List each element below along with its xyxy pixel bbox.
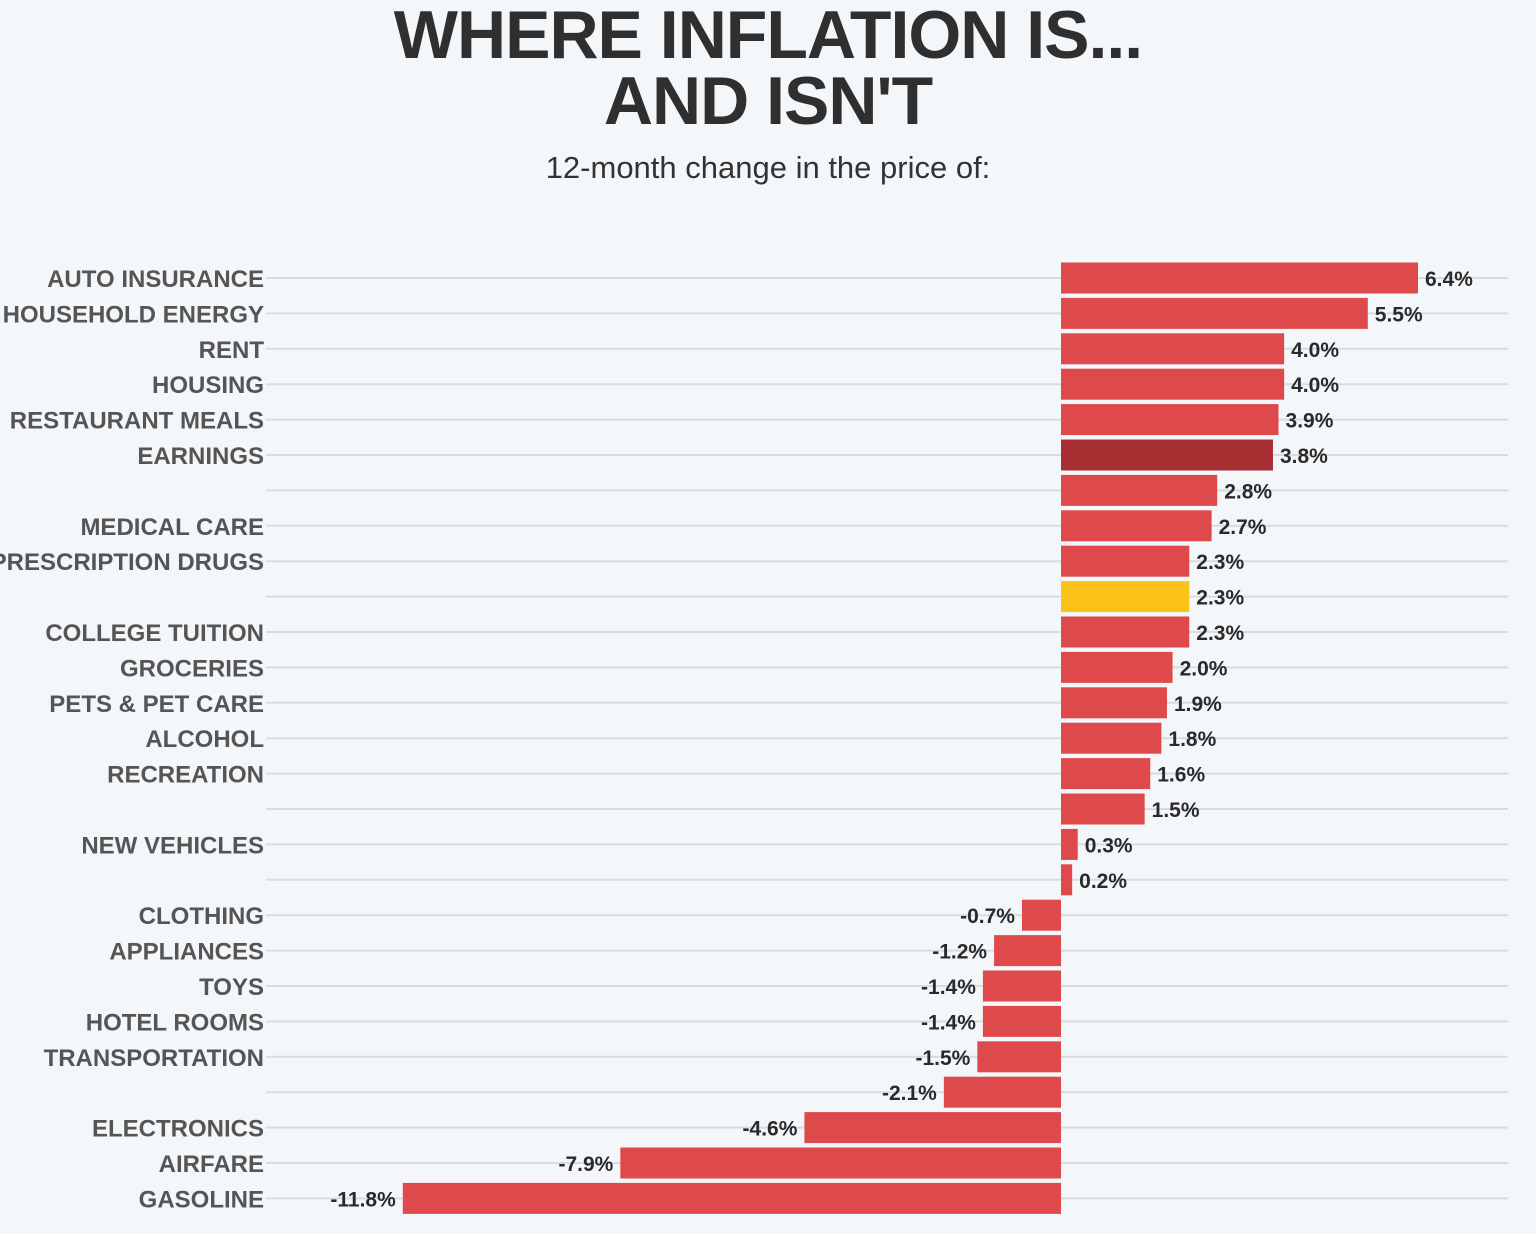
category-label: CLOTHING xyxy=(139,903,264,930)
bar xyxy=(982,1005,1061,1037)
bar xyxy=(620,1147,1061,1179)
bar xyxy=(1061,616,1190,648)
value-label: 2.3% xyxy=(1196,551,1244,574)
value-label: 0.2% xyxy=(1079,870,1127,893)
value-label: 1.6% xyxy=(1157,764,1205,787)
category-label: GROCERIES xyxy=(120,655,264,682)
bar xyxy=(977,1041,1061,1073)
value-label: -0.7% xyxy=(960,905,1015,928)
bar xyxy=(994,935,1061,967)
category-label: ELECTRONICS xyxy=(92,1116,264,1143)
category-label: MEDICAL CARE xyxy=(80,514,264,541)
bar xyxy=(943,1076,1061,1108)
value-label: -4.6% xyxy=(743,1118,798,1141)
value-label: 2.7% xyxy=(1219,516,1267,539)
value-label: 4.0% xyxy=(1291,374,1339,397)
chart-subtitle: 12-month change in the price of: xyxy=(545,150,991,185)
value-label: -1.4% xyxy=(921,1011,976,1034)
value-label: 6.4% xyxy=(1425,268,1473,291)
value-label: -7.9% xyxy=(558,1153,613,1176)
bar xyxy=(1061,368,1285,400)
value-label: 1.9% xyxy=(1174,693,1222,716)
bar xyxy=(1061,297,1368,329)
bar xyxy=(982,970,1061,1002)
category-label: AUTO INSURANCE xyxy=(47,266,264,293)
bar xyxy=(1061,262,1418,294)
bar xyxy=(1061,474,1218,506)
bar xyxy=(1061,510,1212,542)
category-label: HOUSING xyxy=(152,372,264,399)
value-label: 5.5% xyxy=(1375,303,1423,326)
bar xyxy=(1061,828,1078,860)
chart-title-line-1: WHERE INFLATION IS... xyxy=(393,0,1143,73)
value-label: 1.8% xyxy=(1168,728,1216,751)
bar xyxy=(1061,404,1279,436)
bar xyxy=(1061,333,1285,365)
value-label: -1.2% xyxy=(932,941,987,964)
value-label: 4.0% xyxy=(1291,339,1339,362)
bar xyxy=(1061,864,1073,896)
category-label: GASOLINE xyxy=(139,1186,264,1213)
category-label: AIRFARE xyxy=(159,1151,264,1178)
bar xyxy=(1061,439,1273,471)
category-label: TRANSPORTATION xyxy=(44,1045,264,1072)
bar xyxy=(1061,793,1145,825)
category-label: HOUSEHOLD ENERGY xyxy=(3,301,264,328)
value-label: 0.3% xyxy=(1085,834,1133,857)
value-label: -1.5% xyxy=(915,1047,970,1070)
value-label: -2.1% xyxy=(882,1082,937,1105)
category-label: TOYS xyxy=(199,974,264,1001)
bar xyxy=(1061,722,1162,754)
category-label: APPLIANCES xyxy=(109,939,264,966)
bar xyxy=(1061,687,1167,719)
bar xyxy=(1021,899,1061,931)
category-label: RESTAURANT MEALS xyxy=(10,408,264,435)
value-label: -1.4% xyxy=(921,976,976,999)
category-label: EARNINGS xyxy=(137,443,264,470)
value-label: 1.5% xyxy=(1152,799,1200,822)
bar xyxy=(1061,758,1151,790)
category-label: PRESCRIPTION DRUGS xyxy=(0,549,264,576)
value-label: 2.3% xyxy=(1196,587,1244,610)
bar xyxy=(1061,651,1173,683)
chart-title-line-2: AND ISN'T xyxy=(603,63,933,139)
category-label: HOTEL ROOMS xyxy=(86,1009,264,1036)
bar xyxy=(804,1112,1061,1144)
category-label: ALCOHOL xyxy=(145,726,264,753)
bar xyxy=(402,1182,1061,1214)
value-label: -11.8% xyxy=(330,1188,396,1211)
category-label: PETS & PET CARE xyxy=(49,691,264,718)
category-label: COLLEGE TUITION xyxy=(45,620,264,647)
category-label: RECREATION xyxy=(107,762,264,789)
value-label: 3.8% xyxy=(1280,445,1328,468)
value-label: 2.3% xyxy=(1196,622,1244,645)
chart-title: WHERE INFLATION IS... AND ISN'T xyxy=(0,0,1536,139)
category-label: NEW VEHICLES xyxy=(81,832,264,859)
value-label: 2.8% xyxy=(1224,480,1272,503)
category-label: RENT xyxy=(199,337,265,364)
value-label: 3.9% xyxy=(1286,410,1334,433)
bar xyxy=(1061,581,1190,613)
value-label: 2.0% xyxy=(1180,657,1228,680)
bar xyxy=(1061,545,1190,577)
